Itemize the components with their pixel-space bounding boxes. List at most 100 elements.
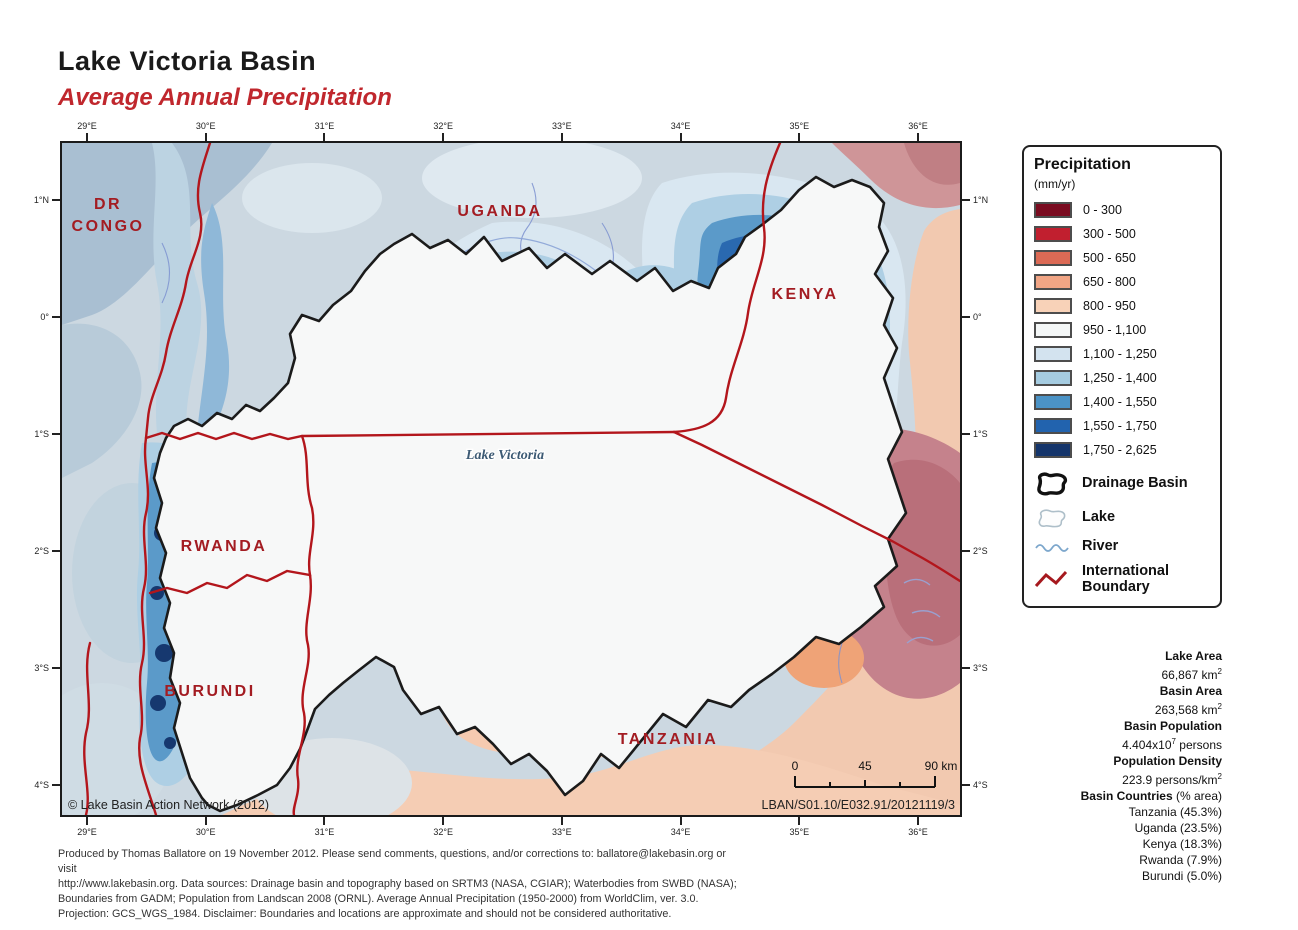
legend-item-label: 1,550 - 1,750 bbox=[1083, 419, 1157, 433]
precip-zone-1750-2625 bbox=[164, 737, 176, 749]
lat-label-right: 4°S bbox=[973, 780, 988, 790]
scale-90: 90 km bbox=[925, 759, 958, 773]
lat-label-right: 3°S bbox=[973, 663, 988, 673]
lat-tick-right bbox=[962, 784, 970, 786]
legend-swatch bbox=[1034, 394, 1072, 410]
lon-label-top: 29°E bbox=[77, 121, 97, 131]
legend-units: (mm/yr) bbox=[1034, 177, 1076, 191]
map-label-lake-victoria: Lake Victoria bbox=[465, 448, 544, 463]
lon-label-top: 36°E bbox=[908, 121, 928, 131]
legend-item: 1,750 - 2,625 bbox=[1034, 438, 1210, 462]
legend-item: 500 - 650 bbox=[1034, 246, 1210, 270]
stat-country-share: Kenya (18.3%) bbox=[1142, 837, 1222, 851]
stat-label: Population Density bbox=[1113, 754, 1222, 768]
lat-label-left: 1°S bbox=[34, 429, 49, 439]
scale-0: 0 bbox=[792, 759, 799, 773]
lat-tick-left bbox=[52, 199, 60, 201]
lon-label-bottom: 34°E bbox=[670, 827, 691, 837]
lon-tick-bottom bbox=[798, 817, 801, 825]
legend-item: 300 - 500 bbox=[1034, 222, 1210, 246]
legend-item-label: 800 - 950 bbox=[1083, 299, 1136, 313]
legend-swatch bbox=[1034, 250, 1072, 266]
lon-tick-bottom bbox=[204, 817, 207, 825]
lon-tick-bottom bbox=[86, 817, 88, 825]
stat-value: 223.9 persons/km2 bbox=[1122, 772, 1222, 787]
legend-item: 650 - 800 bbox=[1034, 270, 1210, 294]
basin-statistics: Lake Area 66,867 km2 Basin Area 263,568 km2… bbox=[1002, 648, 1222, 884]
lon-tick-top bbox=[323, 133, 326, 141]
credits-line: Boundaries from GADM; Population from La… bbox=[58, 893, 699, 906]
lat-tick-left bbox=[52, 433, 60, 435]
lon-tick-bottom bbox=[323, 817, 326, 825]
map-label-kenya: KENYA bbox=[771, 286, 838, 303]
legend-swatch bbox=[1034, 442, 1072, 458]
legend-item-drainage-basin: Drainage Basin bbox=[1034, 471, 1210, 497]
legend-swatch bbox=[1034, 298, 1072, 314]
legend-item-label: International Boundary bbox=[1082, 562, 1170, 595]
precip-zone-1750-2625 bbox=[150, 695, 166, 711]
lon-label-top: 35°E bbox=[789, 121, 810, 131]
stat-country-share: Burundi (5.0%) bbox=[1141, 869, 1222, 883]
lake-icon bbox=[1034, 506, 1074, 530]
lon-label-top: 34°E bbox=[670, 121, 691, 131]
map-label-dr-congo: DR bbox=[94, 196, 122, 213]
lat-label-right: 1°N bbox=[973, 195, 989, 205]
legend-swatch bbox=[1034, 346, 1072, 362]
terrain-patch bbox=[422, 143, 642, 218]
legend-item-label: Drainage Basin bbox=[1082, 475, 1188, 492]
stat-countries-header: Basin Countries (% area) bbox=[1080, 789, 1222, 803]
lon-label-top: 31°E bbox=[314, 121, 335, 131]
page-title: Lake Victoria Basin bbox=[58, 46, 317, 76]
legend-item-label: 1,400 - 1,550 bbox=[1083, 395, 1157, 409]
lon-label-bottom: 31°E bbox=[314, 827, 335, 837]
credits-line: Produced by Thomas Ballatore on 19 Novem… bbox=[58, 848, 726, 876]
legend-swatch bbox=[1034, 370, 1072, 386]
lat-tick-left bbox=[52, 550, 60, 552]
lat-label-right: 2°S bbox=[973, 546, 988, 556]
stat-country-share: Rwanda (7.9%) bbox=[1139, 853, 1222, 867]
lon-tick-bottom bbox=[560, 817, 563, 825]
river-icon bbox=[1034, 540, 1074, 554]
boundary-kenya-uganda bbox=[672, 143, 782, 434]
legend-item: 0 - 300 bbox=[1034, 198, 1210, 222]
lon-tick-bottom bbox=[917, 817, 919, 825]
map-label-rwanda: RWANDA bbox=[181, 538, 268, 555]
legend-item: 1,550 - 1,750 bbox=[1034, 414, 1210, 438]
legend-item: 950 - 1,100 bbox=[1034, 318, 1210, 342]
lat-label-right: 0° bbox=[973, 312, 982, 322]
lat-tick-left bbox=[52, 667, 60, 669]
legend-item-international-boundary: International Boundary bbox=[1034, 562, 1210, 596]
lon-label-bottom: 33°E bbox=[552, 827, 572, 837]
credits-text: Produced by Thomas Ballatore on 19 Novem… bbox=[58, 847, 738, 923]
lat-label-left: 1°N bbox=[33, 195, 49, 205]
lon-label-bottom: 36°E bbox=[908, 827, 928, 837]
lat-label-right: 1°S bbox=[973, 429, 988, 439]
stat-value: 66,867 km2 bbox=[1161, 667, 1223, 682]
legend-item-label: Lake bbox=[1082, 509, 1116, 526]
stat-value: 4.404x107 persons bbox=[1122, 737, 1222, 752]
stat-country-share: Tanzania (45.3%) bbox=[1128, 805, 1222, 819]
lon-label-top: 32°E bbox=[433, 121, 453, 131]
lat-label-left: 0° bbox=[40, 312, 49, 322]
legend-item-label: 1,100 - 1,250 bbox=[1083, 347, 1157, 361]
legend-item-label: 1,250 - 1,400 bbox=[1083, 371, 1157, 385]
lat-tick-right bbox=[962, 667, 970, 669]
stat-label: Basin Population bbox=[1123, 719, 1222, 733]
boundary-drc bbox=[138, 143, 212, 815]
lon-tick-top bbox=[86, 133, 88, 141]
legend-swatch bbox=[1034, 418, 1072, 434]
legend-swatch-list: 0 - 300 300 - 500 500 - 650 650 - 800 800 - … bbox=[1034, 198, 1210, 462]
drainage-basin-icon bbox=[1034, 471, 1074, 497]
boundary-1s-line bbox=[144, 430, 676, 441]
lon-tick-bottom bbox=[442, 817, 445, 825]
precipitation-map[interactable]: DR CONGO UGANDA KENYA RWANDA BURUNDI TAN… bbox=[60, 141, 962, 817]
credits-line: http://www.lakebasin.org. Data sources: … bbox=[58, 878, 737, 891]
terrain-patch bbox=[242, 163, 382, 233]
international-boundaries bbox=[83, 143, 960, 815]
legend-item-label: 650 - 800 bbox=[1083, 275, 1136, 289]
legend-item: 1,250 - 1,400 bbox=[1034, 366, 1210, 390]
legend-title: Precipitation bbox=[1034, 156, 1131, 173]
precip-zone-1750-2625 bbox=[155, 644, 173, 662]
terrain-patch bbox=[904, 143, 960, 185]
